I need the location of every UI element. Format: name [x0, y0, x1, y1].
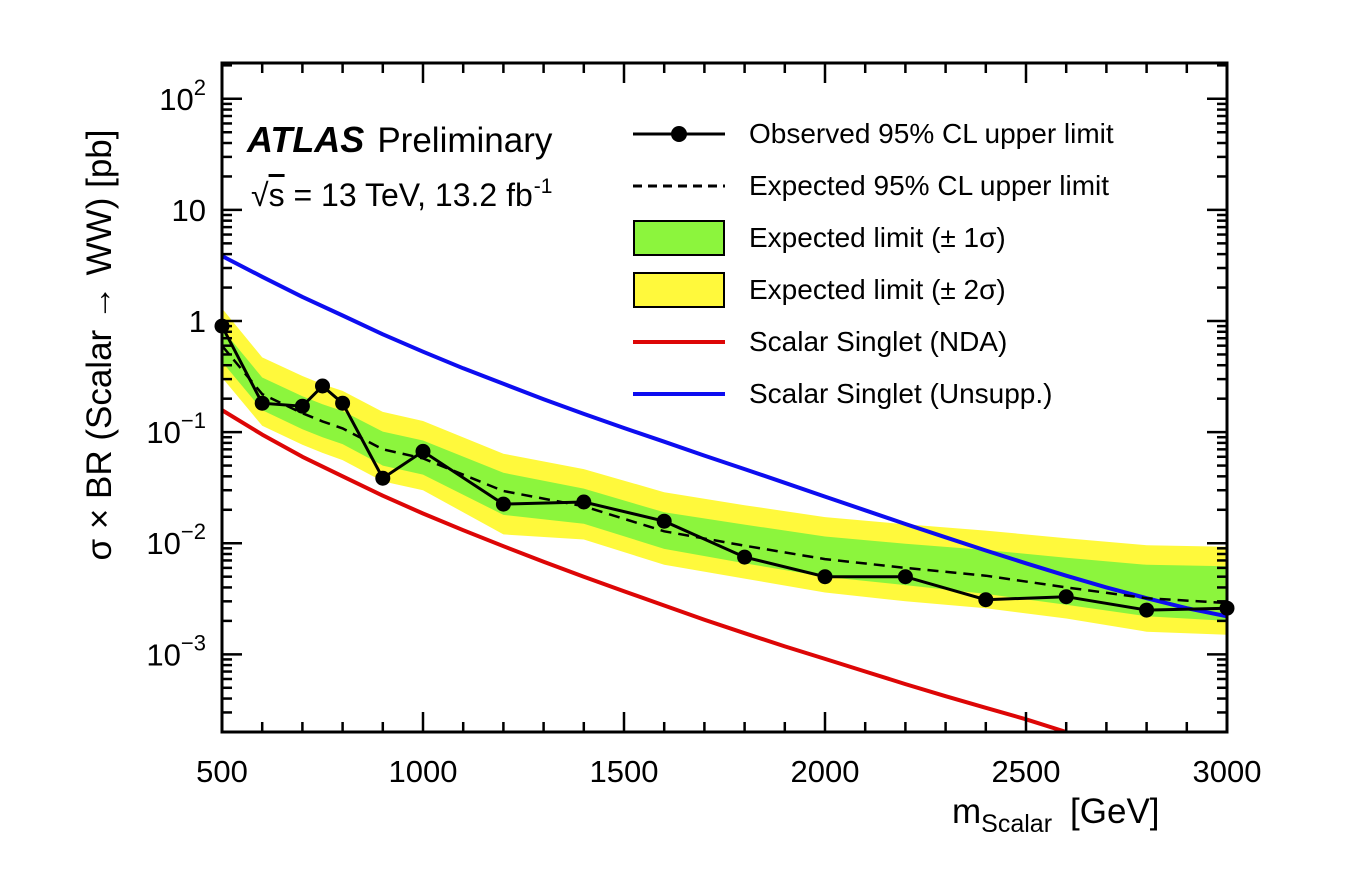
nda-theory-curve — [222, 408, 1067, 732]
legend-swatch-box — [633, 272, 725, 308]
axis-ticks — [220, 63, 1229, 732]
legend-item-nda: Scalar Singlet (NDA) — [633, 316, 1114, 368]
experiment-label: ATLAS Preliminary — [247, 119, 552, 161]
y-tick-label: 102 — [159, 75, 206, 117]
legend-item-label: Expected limit (± 1σ) — [749, 222, 1006, 253]
experiment-name: ATLAS — [247, 119, 365, 160]
sqrt-symbol: √ — [251, 177, 269, 213]
legend-item-2sigma-band: Expected limit (± 2σ) — [633, 264, 1114, 316]
y-axis-tick-labels: 102 10 1 10−1 10−2 10−3 — [146, 75, 206, 672]
x-tick-label: 3000 — [1193, 754, 1262, 789]
preliminary-label: Preliminary — [377, 121, 553, 160]
legend-swatch-line — [633, 340, 725, 344]
legend-swatch-line-marker — [633, 126, 725, 142]
y-tick-label: 10 — [172, 193, 206, 228]
legend-item-label: Expected limit (± 2σ) — [749, 274, 1006, 305]
legend-swatch-box — [633, 220, 725, 256]
legend-swatch-dashed-line — [633, 184, 725, 188]
y-tick-label: 10−2 — [146, 519, 206, 561]
legend-item-observed: Observed 95% CL upper limit — [633, 108, 1114, 160]
x-axis-title-unit: [GeV] — [1070, 792, 1160, 831]
legend-item-unsupp: Scalar Singlet (Unsupp.) — [633, 368, 1114, 420]
legend-item-label: Observed 95% CL upper limit — [749, 118, 1114, 149]
lumi-exponent: -1 — [533, 175, 553, 198]
x-axis-title: mScalar [GeV] — [952, 792, 1160, 838]
x-tick-label: 500 — [196, 754, 248, 789]
x-tick-label: 1500 — [590, 754, 659, 789]
legend-item-expected: Expected 95% CL upper limit — [633, 160, 1114, 212]
x-tick-label: 1000 — [389, 754, 458, 789]
sqrt-arg: s — [268, 177, 285, 213]
legend-item-1sigma-band: Expected limit (± 1σ) — [633, 212, 1114, 264]
y-tick-label: 10−3 — [146, 630, 206, 672]
x-axis-title-sub: Scalar — [981, 810, 1053, 838]
legend: Observed 95% CL upper limit Expected 95% … — [633, 108, 1114, 420]
plot-area — [214, 254, 1235, 732]
observed-limit-series — [214, 318, 1235, 618]
legend-item-label: Scalar Singlet (Unsupp.) — [749, 378, 1053, 409]
x-axis-tick-labels: 500 1000 1500 2000 2500 3000 — [196, 754, 1261, 789]
energy-lumi-text: = 13 TeV, 13.2 fb — [284, 177, 533, 213]
energy-lumi-label: √s = 13 TeV, 13.2 fb-1 — [251, 175, 553, 214]
x-axis-title-main: m — [952, 792, 982, 831]
unsupp-theory-curve — [222, 254, 1227, 619]
observed-limit-markers — [214, 318, 1235, 618]
y-axis-title: σ × BR (Scalar → WW) [pb] — [80, 129, 119, 561]
y-tick-label: 10−1 — [146, 408, 206, 450]
legend-item-label: Scalar Singlet (NDA) — [749, 326, 1008, 357]
x-tick-label: 2500 — [992, 754, 1061, 789]
legend-item-label: Expected 95% CL upper limit — [749, 170, 1110, 201]
y-tick-label: 1 — [189, 304, 206, 339]
x-tick-label: 2000 — [791, 754, 860, 789]
legend-swatch-line — [633, 392, 725, 396]
